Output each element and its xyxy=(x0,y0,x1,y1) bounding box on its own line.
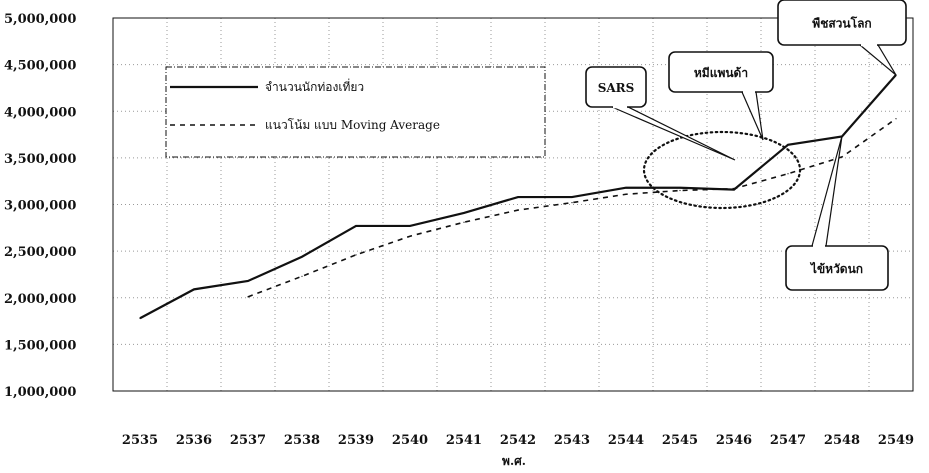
data-point xyxy=(571,202,573,204)
data-point xyxy=(733,188,735,190)
x-tick-label: 2539 xyxy=(338,433,374,448)
y-axis-ticks: 5,000,000 4,500,000 4,000,000 3,500,000 3,00… xyxy=(4,12,76,400)
callout-label: ไข้หวัดนก xyxy=(809,261,863,276)
data-point xyxy=(679,189,681,192)
data-point xyxy=(355,225,357,227)
annotations: SARS หมีแพนด้าไข้หวัดนก พืชสวนโลก xyxy=(585,0,907,291)
callout-box xyxy=(777,0,907,46)
callout-2: หมีแพนด้า xyxy=(668,51,774,141)
highlight-ellipse-shape xyxy=(642,130,802,210)
callout-label: พืชสวนโลก xyxy=(812,16,871,31)
plot-area-frame xyxy=(112,17,914,392)
data-point xyxy=(463,212,465,214)
x-tick-label: 2543 xyxy=(554,433,590,448)
y-tick-label: 2,500,000 xyxy=(4,245,76,260)
x-tick-label: 2542 xyxy=(500,433,536,448)
data-point xyxy=(301,256,303,258)
highlight-ellipse xyxy=(642,130,802,210)
callout-1: SARS xyxy=(585,66,736,161)
callout-4: พืชสวนโลก xyxy=(777,0,907,76)
y-tick-label: 4,500,000 xyxy=(4,59,76,74)
y-tick-label: 1,500,000 xyxy=(4,338,76,353)
data-point xyxy=(247,296,249,298)
x-tick-label: 2547 xyxy=(770,433,806,448)
callout-pointer xyxy=(741,91,764,141)
series-lines xyxy=(139,74,897,320)
data-point xyxy=(787,144,789,146)
data-point xyxy=(679,187,681,189)
x-tick-label: 2541 xyxy=(446,433,482,448)
data-point xyxy=(625,187,627,189)
data-point xyxy=(247,280,249,282)
data-point xyxy=(517,196,519,198)
data-point xyxy=(463,221,465,223)
callout-3: ไข้หวัดนก xyxy=(785,135,889,291)
data-point xyxy=(301,275,303,277)
callout-label: หมีแพนด้า xyxy=(694,66,748,80)
x-tick-label: 2549 xyxy=(878,433,914,448)
data-point xyxy=(571,196,573,198)
legend-label: แนวโน้ม แบบ Moving Average xyxy=(265,118,440,132)
data-point xyxy=(787,173,789,175)
callout-box xyxy=(785,245,889,291)
x-tick-label: 2538 xyxy=(284,433,320,448)
data-point xyxy=(409,225,411,227)
y-tick-label: 1,000,000 xyxy=(4,385,76,400)
data-point xyxy=(193,288,195,290)
x-axis-label: พ.ศ. xyxy=(502,454,526,468)
data-point xyxy=(355,254,357,256)
x-tick-label: 2548 xyxy=(824,433,860,448)
x-tick-label: 2546 xyxy=(716,433,752,448)
y-tick-label: 5,000,000 xyxy=(4,12,76,27)
y-tick-label: 3,500,000 xyxy=(4,152,76,167)
x-tick-label: 2545 xyxy=(662,433,698,448)
data-point xyxy=(409,235,411,237)
x-axis-ticks: 2535 2536 2537 2538 2539 2540 2541 2542 2543 2544… xyxy=(122,433,914,448)
callout-label: SARS xyxy=(598,81,635,95)
callout-pointer xyxy=(811,135,843,247)
x-tick-label: 2536 xyxy=(176,433,212,448)
y-tick-label: 3,000,000 xyxy=(4,199,76,214)
data-point xyxy=(139,317,141,319)
data-point xyxy=(895,118,897,120)
data-point xyxy=(517,209,519,211)
callout-pointer xyxy=(611,106,736,161)
legend-box xyxy=(165,66,546,158)
x-tick-label: 2540 xyxy=(392,433,428,448)
y-tick-label: 2,000,000 xyxy=(4,292,76,307)
x-tick-label: 2535 xyxy=(122,433,158,448)
x-tick-label: 2537 xyxy=(230,433,266,448)
y-tick-label: 4,000,000 xyxy=(4,105,76,120)
legend-label: จำนวนนักท่องเที่ยว xyxy=(265,78,364,94)
data-point xyxy=(625,193,627,195)
callout-pointer xyxy=(858,44,897,76)
x-tick-label: 2544 xyxy=(608,433,644,448)
data-point xyxy=(841,156,843,158)
callout-box xyxy=(668,51,774,93)
